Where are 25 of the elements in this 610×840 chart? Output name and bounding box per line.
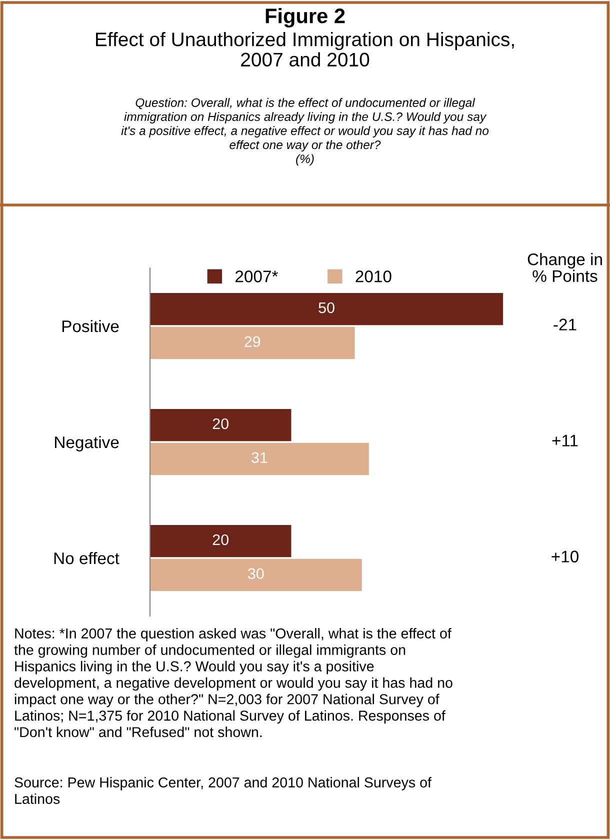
y-tick-label: No effect [54, 552, 120, 564]
text: +11 [552, 434, 578, 446]
legend-title: Change in % Points [528, 253, 602, 282]
data-label: 20 [212, 534, 229, 546]
bar [150, 326, 355, 359]
bar [150, 293, 504, 326]
data-label: 20 [212, 418, 229, 430]
y-tick-label: Positive [62, 320, 119, 332]
source-note: Source: Pew Hispanic Center, 2007 and 2010 National Surveys of Latinos [14, 777, 432, 804]
legend-label: 2010 [356, 270, 392, 282]
bar [150, 525, 292, 558]
data-label: 30 [248, 568, 264, 580]
text: Notes: *In 2007 the question asked was "Overall, what is the effect of the growing number of undocumented or illegal immigrants on Hispanics living in the U.S.? Would you say it's a positive development, a negative development or would you say it has had no impact one way or the other?" N=2,003 for 2007 National Survey of Latinos; N=1,375 for 2010 National Survey of Latinos. Responses of "Don't know" and "Refused" not shown. [14, 628, 452, 738]
y-tick-label: Negative [55, 436, 119, 452]
chart-title: Figure 2 [266, 8, 345, 28]
text: Effect of Unauthorized Immigration on Hispanics, 2007 and 2010 Question: Overall, what is the effect of undocumented or illegal immigration on Hispanics already living in the U.S.? Would you say it's a positive effect, a negative effect or would you say it has had no effect one way or the other? (%) [96, 32, 514, 166]
text: -21 [554, 318, 576, 330]
text: +10 [552, 550, 578, 562]
bar [150, 409, 292, 442]
bar [150, 442, 369, 475]
data-label: 29 [244, 336, 260, 348]
bar [150, 558, 362, 591]
legend-label: 2007* [236, 270, 278, 282]
data-label: 50 [318, 302, 334, 314]
data-label: 31 [252, 452, 268, 464]
